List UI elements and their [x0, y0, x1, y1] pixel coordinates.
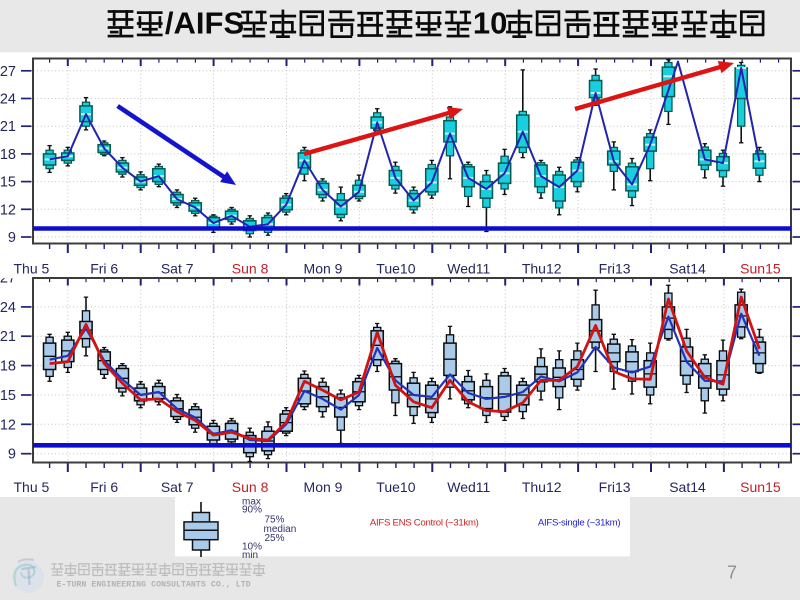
svg-text:25%: 25% [265, 533, 285, 544]
svg-text:E-TURN ENGINEERING CONSULTANTS: E-TURN ENGINEERING CONSULTANTS CO., LTD [57, 581, 251, 590]
svg-text:18: 18 [0, 147, 16, 163]
svg-text:9: 9 [8, 230, 16, 246]
svg-text:10: 10 [473, 6, 507, 41]
svg-text:24: 24 [0, 92, 16, 108]
svg-text:75%: 75% [265, 515, 285, 526]
svg-text:max: max [242, 496, 261, 507]
svg-text:Sat 7: Sat 7 [161, 479, 194, 495]
svg-text:15: 15 [0, 175, 16, 191]
svg-text:7: 7 [727, 563, 737, 583]
svg-text:Wed11: Wed11 [447, 479, 490, 495]
svg-text:90%: 90% [242, 505, 262, 516]
svg-text:Thu 5: Thu 5 [13, 261, 49, 277]
svg-text:9: 9 [8, 447, 16, 463]
svg-text:Fri 6: Fri 6 [90, 261, 118, 277]
svg-text:18: 18 [0, 359, 16, 375]
svg-text:Wed11: Wed11 [447, 261, 490, 277]
svg-text:AIFS ENS Control (~31km): AIFS ENS Control (~31km) [370, 518, 479, 529]
svg-text:Fri 6: Fri 6 [90, 479, 118, 495]
svg-text:Sat 7: Sat 7 [161, 261, 194, 277]
svg-text:15: 15 [0, 388, 16, 404]
svg-text:Sun15: Sun15 [740, 479, 781, 495]
svg-text:12: 12 [0, 202, 16, 218]
svg-text:min: min [242, 550, 258, 561]
svg-text:Sat14: Sat14 [669, 479, 706, 495]
svg-text:AIFS-single (~31km): AIFS-single (~31km) [538, 518, 620, 529]
svg-text:Thu12: Thu12 [522, 261, 562, 277]
svg-text:Tue10: Tue10 [376, 479, 415, 495]
svg-text:10%: 10% [242, 542, 262, 553]
svg-text:Thu 5: Thu 5 [13, 479, 49, 495]
svg-text:12: 12 [0, 417, 16, 433]
svg-text:21: 21 [0, 119, 16, 135]
svg-text:Fri13: Fri13 [599, 479, 631, 495]
svg-text:Fri13: Fri13 [599, 261, 631, 277]
svg-text:Sat14: Sat14 [669, 261, 706, 277]
svg-text:Thu12: Thu12 [522, 479, 562, 495]
svg-text:Sun15: Sun15 [740, 261, 781, 277]
svg-text:27: 27 [0, 64, 16, 80]
svg-text:/AIFS: /AIFS [165, 6, 244, 41]
svg-text:Mon 9: Mon 9 [304, 479, 343, 495]
svg-text:median: median [264, 524, 297, 535]
svg-text:21: 21 [0, 329, 16, 345]
svg-text:Sun 8: Sun 8 [232, 479, 269, 495]
svg-text:27: 27 [0, 271, 16, 287]
svg-text:Mon 9: Mon 9 [304, 261, 343, 277]
svg-text:Sun 8: Sun 8 [232, 261, 269, 277]
svg-text:Tue10: Tue10 [376, 261, 415, 277]
svg-text:24: 24 [0, 300, 16, 316]
